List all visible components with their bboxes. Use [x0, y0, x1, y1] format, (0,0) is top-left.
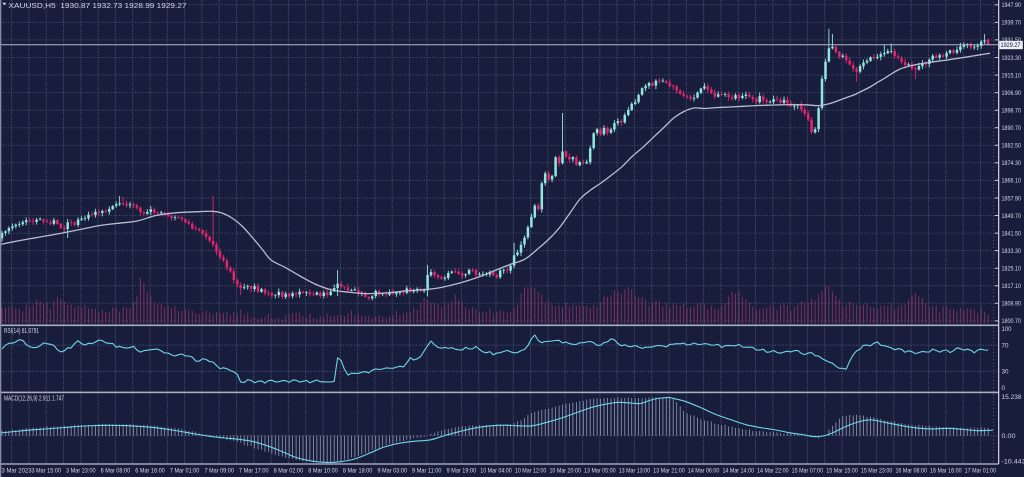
- svg-text:-10.443: -10.443: [1002, 459, 1024, 466]
- svg-text:16 Mar 16:00: 16 Mar 16:00: [930, 468, 962, 475]
- svg-text:1825.10: 1825.10: [1002, 266, 1022, 273]
- svg-text:13 Mar 13:00: 13 Mar 13:00: [619, 468, 651, 475]
- svg-text:1817.10: 1817.10: [1002, 283, 1022, 290]
- svg-text:13 Mar 21:00: 13 Mar 21:00: [653, 468, 685, 475]
- svg-text:1931.50: 1931.50: [1002, 37, 1022, 44]
- svg-text:15 Mar 23:00: 15 Mar 23:00: [861, 468, 893, 475]
- svg-text:16 Mar 08:00: 16 Mar 08:00: [895, 468, 927, 475]
- svg-text:1874.30: 1874.30: [1002, 160, 1022, 167]
- svg-text:15.238: 15.238: [1002, 394, 1022, 401]
- svg-text:10 Mar 20:00: 10 Mar 20:00: [549, 468, 581, 475]
- svg-text:1947.90: 1947.90: [1002, 2, 1022, 9]
- svg-text:14 Mar 14:00: 14 Mar 14:00: [722, 468, 754, 475]
- svg-text:1898.70: 1898.70: [1002, 108, 1022, 115]
- svg-text:6 Mar 16:00: 6 Mar 16:00: [135, 468, 165, 475]
- svg-text:1923.30: 1923.30: [1002, 55, 1022, 62]
- svg-text:6 Mar 08:00: 6 Mar 08:00: [101, 468, 131, 475]
- svg-text:7 Mar 09:00: 7 Mar 09:00: [204, 468, 234, 475]
- svg-text:0.00: 0.00: [1002, 433, 1016, 440]
- svg-text:0: 0: [1002, 385, 1006, 392]
- svg-text:3 Mar 2023: 3 Mar 2023: [2, 468, 32, 475]
- svg-text:RSI(14) 61.6791: RSI(14) 61.6791: [4, 328, 39, 335]
- svg-text:1800.70: 1800.70: [1002, 318, 1022, 325]
- svg-text:3 Mar 23:00: 3 Mar 23:00: [66, 468, 96, 475]
- svg-text:1841.50: 1841.50: [1002, 230, 1022, 237]
- svg-text:1939.70: 1939.70: [1002, 20, 1022, 27]
- svg-text:13 Mar 05:00: 13 Mar 05:00: [584, 468, 616, 475]
- svg-text:9 Mar 19:00: 9 Mar 19:00: [447, 468, 477, 475]
- svg-text:14 Mar 06:00: 14 Mar 06:00: [688, 468, 720, 475]
- svg-text:1833.30: 1833.30: [1002, 248, 1022, 255]
- svg-text:10 Mar 04:00: 10 Mar 04:00: [480, 468, 512, 475]
- svg-text:9 Mar 03:00: 9 Mar 03:00: [377, 468, 407, 475]
- svg-text:8 Mar 18:00: 8 Mar 18:00: [343, 468, 373, 475]
- svg-text:7 Mar 17:00: 7 Mar 17:00: [239, 468, 269, 475]
- svg-text:30: 30: [1002, 369, 1009, 376]
- svg-text:100: 100: [1002, 326, 1012, 333]
- svg-text:1857.90: 1857.90: [1002, 195, 1022, 202]
- svg-text:1929.27: 1929.27: [1001, 42, 1021, 49]
- svg-text:XAUUSD,H5 1930.87 1932.73 192: XAUUSD,H5 1930.87 1932.73 1928.99 1929.2…: [9, 1, 187, 10]
- svg-text:8 Mar 10:00: 8 Mar 10:00: [308, 468, 338, 475]
- svg-text:15 Mar 07:00: 15 Mar 07:00: [792, 468, 824, 475]
- svg-text:9 Mar 11:00: 9 Mar 11:00: [412, 468, 442, 475]
- svg-text:10 Mar 12:00: 10 Mar 12:00: [515, 468, 547, 475]
- svg-text:70: 70: [1002, 342, 1009, 349]
- svg-text:1915.10: 1915.10: [1002, 72, 1022, 79]
- svg-text:1882.50: 1882.50: [1002, 143, 1022, 150]
- svg-text:1808.90: 1808.90: [1002, 301, 1022, 308]
- svg-text:8 Mar 02:00: 8 Mar 02:00: [274, 468, 304, 475]
- svg-text:1890.70: 1890.70: [1002, 125, 1022, 132]
- svg-text:3 Mar 15:00: 3 Mar 15:00: [31, 468, 61, 475]
- svg-text:7 Mar 01:00: 7 Mar 01:00: [170, 468, 200, 475]
- svg-text:1906.90: 1906.90: [1002, 90, 1022, 97]
- svg-text:1849.70: 1849.70: [1002, 213, 1022, 220]
- svg-text:17 Mar 01:00: 17 Mar 01:00: [965, 468, 997, 475]
- svg-text:MACD(12,26,9) 2.911 1.747: MACD(12,26,9) 2.911 1.747: [4, 396, 64, 403]
- svg-text:15 Mar 15:00: 15 Mar 15:00: [826, 468, 858, 475]
- svg-text:1866.10: 1866.10: [1002, 178, 1022, 185]
- svg-text:14 Mar 22:00: 14 Mar 22:00: [757, 468, 789, 475]
